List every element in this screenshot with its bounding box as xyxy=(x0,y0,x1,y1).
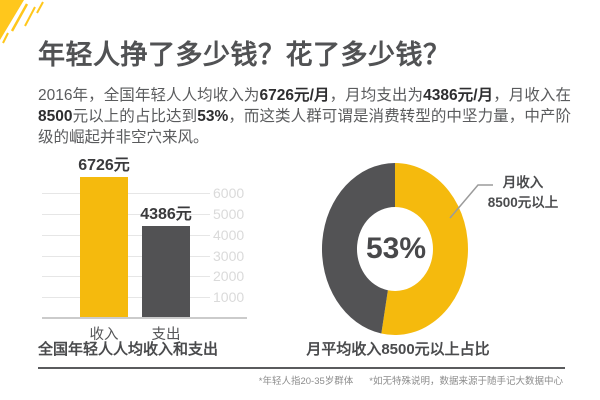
bar-chart-caption: 全国年轻人人均收入和支出 xyxy=(37,341,218,358)
intro-text: ，月收入在 xyxy=(493,87,571,104)
intro-text: ，而这类人群可谓是消费转型的中坚力量，中产阶级的崛起并非空穴来风。 xyxy=(38,108,571,146)
y-tick-label: 4000 xyxy=(213,227,245,243)
bar xyxy=(142,225,190,317)
bar xyxy=(80,177,128,317)
intro-income-value: 6726元/月 xyxy=(259,87,330,104)
callout-line xyxy=(449,184,493,219)
footnote-left: *年轻人指20-35岁群体 xyxy=(258,376,354,387)
bar-value-label: 6726元 xyxy=(78,157,130,175)
y-tick-label: 1000 xyxy=(213,289,245,305)
intro-text: ，月均支出为 xyxy=(329,87,424,104)
donut-center-label: 53% xyxy=(365,232,427,265)
footnotes: *年轻人指20-35岁群体 *如无特殊说明，数据来源于随手记大数据中心 xyxy=(259,373,563,387)
donut-chart xyxy=(321,162,493,335)
corner-triangle xyxy=(0,0,24,40)
intro-text: 元以上的占比达到 xyxy=(72,108,198,125)
donut-chart-caption: 月平均收入8500元以上占比 xyxy=(306,341,490,358)
intro-text: 2016年，全国年轻人人均收入为 xyxy=(38,87,260,104)
bar-chart: 6726元 4386元 6000 5000 4000 3000 2000 100… xyxy=(42,157,252,348)
corner-stripe xyxy=(2,32,9,44)
footer-divider xyxy=(38,367,565,369)
callout-label-line1: 月收入 xyxy=(502,175,544,190)
corner-stripe xyxy=(36,1,44,14)
donut-slice-gray xyxy=(321,162,395,334)
corner-decoration xyxy=(0,0,44,44)
donut-callout-label: 月收入 8500元以上 xyxy=(478,173,568,213)
footnote-right: *如无特殊说明，数据来源于随手记大数据中心 xyxy=(369,376,563,387)
page-title: 年轻人挣了多少钱？花了多少钱？ xyxy=(38,40,451,70)
callout-label-line2: 8500元以上 xyxy=(487,195,559,210)
y-tick-label: 6000 xyxy=(213,185,245,201)
y-tick-label: 2000 xyxy=(213,268,245,284)
donut-slice-yellow xyxy=(381,163,468,335)
corner-stripe xyxy=(10,3,29,32)
category-label: 收入 xyxy=(89,327,119,343)
corner-stripe xyxy=(24,6,36,27)
category-label: 支出 xyxy=(151,327,181,343)
intro-paragraph: 2016年，全国年轻人人均收入为6726元/月，月均支出为4386元/月，月收入… xyxy=(38,85,571,148)
y-tick-label: 3000 xyxy=(213,248,245,264)
bar-chart-plot: 6726元 4386元 xyxy=(42,157,247,319)
bar-value-label: 4386元 xyxy=(140,205,192,223)
x-axis-line xyxy=(42,317,247,319)
intro-threshold-value: 8500 xyxy=(38,108,73,125)
y-tick-label: 5000 xyxy=(213,206,245,222)
intro-expense-value: 4386元/月 xyxy=(423,87,494,104)
intro-percent-value: 53% xyxy=(197,108,229,125)
